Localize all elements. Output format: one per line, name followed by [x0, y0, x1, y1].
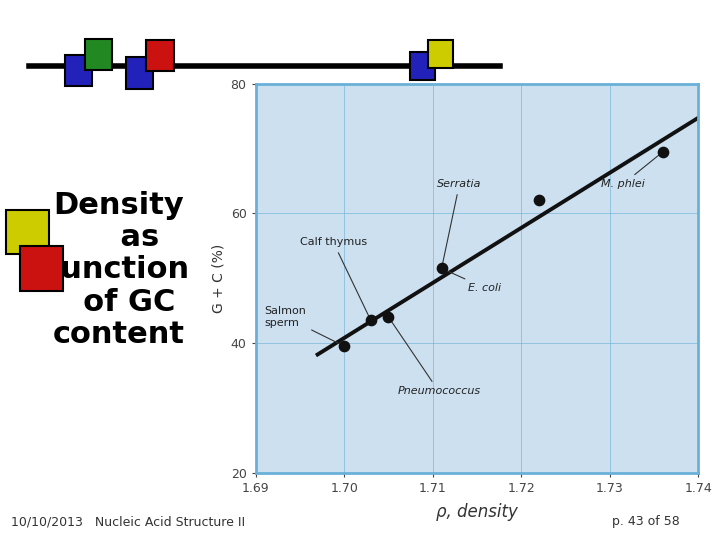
Text: Serratia: Serratia: [437, 179, 482, 266]
Text: Pneumococcus: Pneumococcus: [390, 319, 480, 396]
Point: [436, 264, 447, 273]
Text: Salmon
sperm: Salmon sperm: [264, 306, 342, 345]
Point: [365, 316, 377, 325]
Text: Calf thymus: Calf thymus: [300, 238, 369, 318]
Text: E. coli: E. coli: [444, 269, 501, 293]
X-axis label: ρ, density: ρ, density: [436, 503, 518, 521]
Text: Density
    as
function
  of GC
content: Density as function of GC content: [48, 191, 190, 349]
Text: 10/10/2013   Nucleic Acid Structure II: 10/10/2013 Nucleic Acid Structure II: [11, 515, 245, 528]
Y-axis label: G + C (%): G + C (%): [211, 244, 225, 313]
Point: [657, 147, 669, 156]
Point: [338, 342, 350, 350]
Point: [383, 313, 395, 321]
Text: M. phlei: M. phlei: [601, 153, 661, 189]
Point: [534, 196, 545, 205]
Text: p. 43 of 58: p. 43 of 58: [612, 515, 680, 528]
